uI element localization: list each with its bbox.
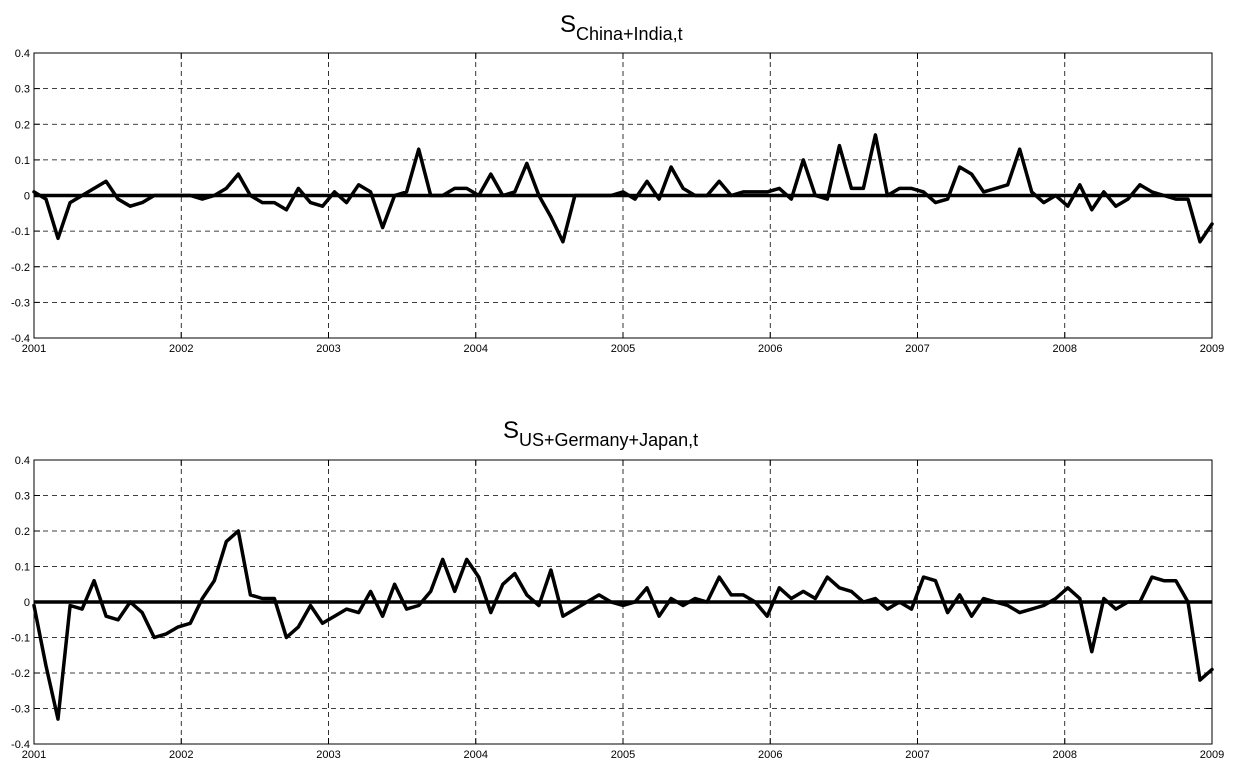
y-tick-label: 0 (24, 597, 30, 609)
x-tick-label: 2007 (905, 749, 929, 761)
x-tick-label: 2002 (169, 343, 193, 355)
panel-2-plot: 2001 2002 2003 2004 2005 2006 2007 2008 2009 0.4 0… (11, 455, 1224, 761)
panel-1-plot: 2001 2002 2003 2004 2005 2006 2007 2008 2009 0.4 0… (11, 48, 1224, 355)
x-tick-label: 2003 (316, 749, 340, 761)
x-tick-label: 2007 (905, 343, 929, 355)
x-tick-label: 2002 (169, 749, 193, 761)
series-line-0 (32, 529, 1214, 721)
y-tick-label: -0.4 (11, 333, 30, 345)
y-tick-label: -0.2 (11, 262, 30, 274)
y-tick-label: -0.2 (11, 668, 30, 680)
y-tick-label: -0.4 (11, 739, 30, 751)
y-tick-label: -0.3 (11, 704, 30, 716)
panel-2-title: SUS+Germany+Japan,t (503, 417, 698, 450)
panel-1-title: SChina+India,t (560, 11, 683, 44)
panel-1-title-main: S (560, 11, 576, 38)
x-tick-label: 2006 (758, 749, 782, 761)
y-tick-label: 0.2 (15, 526, 30, 538)
y-tick-label: 0.4 (15, 455, 30, 467)
panel-china-india: SChina+India,t 2001 2002 2003 2004 2005 2006 2… (11, 11, 1224, 355)
y-tick-label: -0.3 (11, 297, 30, 309)
x-tick-label: 2003 (316, 343, 340, 355)
y-tick-label: -0.1 (11, 633, 30, 645)
y-tick-label: 0.1 (15, 155, 30, 167)
panel-2-title-main: S (503, 417, 519, 444)
panel-1-title-sub: China+India,t (576, 24, 683, 44)
panel-us-germany-japan: SUS+Germany+Japan,t 2001 2002 2003 2004 2005… (11, 417, 1224, 761)
y-tick-label: 0.2 (15, 119, 30, 131)
y-tick-label: 0 (24, 191, 30, 203)
x-tick-label: 2006 (758, 343, 782, 355)
panel-2-title-sub: US+Germany+Japan,t (519, 430, 698, 450)
plot-frame (33, 459, 1213, 745)
x-tick-label: 2001 (22, 749, 46, 761)
y-tick-label: 0.4 (15, 48, 30, 60)
x-tick-label: 2001 (22, 343, 46, 355)
x-tick-label: 2005 (611, 749, 635, 761)
series-line-0 (32, 133, 1214, 244)
x-tick-label: 2004 (464, 343, 488, 355)
y-tick-label: 0.3 (15, 84, 30, 96)
y-tick-label: -0.1 (11, 226, 30, 238)
x-tick-label: 2004 (464, 749, 488, 761)
x-tick-label: 2009 (1200, 749, 1224, 761)
x-tick-label: 2008 (1053, 749, 1077, 761)
y-tick-label: 0.1 (15, 562, 30, 574)
x-tick-label: 2005 (611, 343, 635, 355)
y-tick-label: 0.3 (15, 491, 30, 503)
x-tick-label: 2009 (1200, 343, 1224, 355)
plot-frame (33, 52, 1213, 339)
x-tick-label: 2008 (1053, 343, 1077, 355)
